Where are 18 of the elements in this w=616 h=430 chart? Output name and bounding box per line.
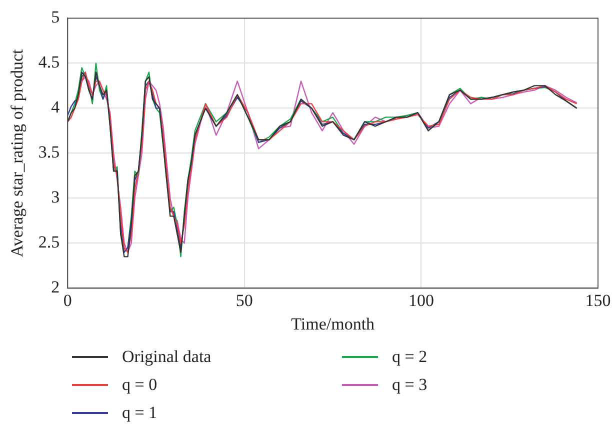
x-tick-label: 100 [408,290,434,310]
y-tick-label: 3.5 [38,142,60,162]
y-tick-label: 4 [51,98,60,117]
y-tick-label: 3 [51,188,60,207]
y-tick-label: 2.5 [38,232,60,252]
y-tick-label: 2 [51,278,60,297]
legend-label: q = 1 [122,403,158,423]
legend-label: q = 0 [122,375,158,395]
x-tick-label: 0 [63,290,72,310]
legend-label: Original data [122,347,212,367]
x-axis-title: Time/month [291,314,376,334]
x-tick-label: 50 [236,290,253,310]
legend-label: q = 2 [392,347,428,367]
y-axis-title: Average star_rating of product [8,49,27,258]
legend-label: q = 3 [392,375,428,395]
x-tick-label: 150 [585,290,611,310]
y-tick-label: 5 [51,8,60,27]
y-tick-label: 4.5 [38,52,60,72]
